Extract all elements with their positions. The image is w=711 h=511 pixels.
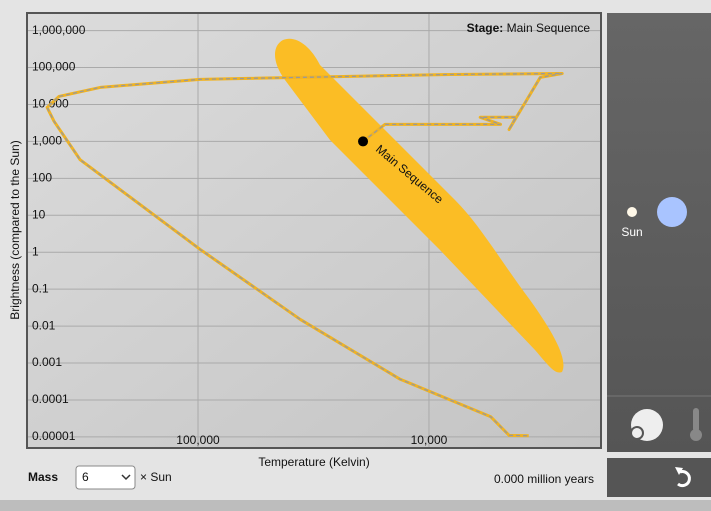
- y-tick-label: 0.001: [32, 355, 62, 369]
- plot-border: [26, 12, 602, 449]
- temperature-view-button[interactable]: [690, 408, 702, 441]
- plot: [45, 72, 564, 438]
- mass-unit: × Sun: [140, 470, 172, 484]
- y-tick-label: 0.01: [32, 318, 56, 332]
- reset-button[interactable]: [607, 458, 711, 497]
- reset-arc: [677, 470, 691, 488]
- sun-label: Sun: [621, 225, 642, 239]
- y-tick-label: 0.00001: [32, 429, 76, 443]
- mass-value[interactable]: 6: [82, 470, 89, 484]
- y-tick-label: 10: [32, 207, 46, 221]
- thermometer-bulb[interactable]: [690, 429, 702, 441]
- x-tick-label: 100,000: [176, 433, 220, 447]
- stage-value: Main Sequence: [507, 21, 591, 35]
- y-tick-label: 1,000: [32, 134, 62, 148]
- main-sequence-band: [274, 38, 564, 373]
- y-axis-label: Brightness (compared to the Sun): [8, 140, 22, 319]
- reset-button-bg[interactable]: [607, 458, 711, 497]
- track-dash: [46, 72, 563, 437]
- size-icon-small[interactable]: [630, 426, 644, 440]
- mass-select[interactable]: 6: [75, 465, 136, 490]
- reset-arrowhead: [675, 467, 683, 475]
- y-tick-label: 0.1: [32, 281, 49, 295]
- sun-icon: [627, 207, 637, 217]
- current-star: [358, 136, 369, 147]
- y-tick-label: 100: [32, 171, 52, 185]
- y-tick-label: 1: [32, 244, 39, 258]
- x-axis-label: Temperature (Kelvin): [258, 455, 369, 469]
- thermometer-stem[interactable]: [693, 408, 699, 432]
- bottom-strip: [0, 500, 711, 511]
- age: 0.000 million years: [494, 472, 594, 486]
- mass-select-box[interactable]: [75, 465, 136, 490]
- stage: Stage: Main Sequence: [467, 21, 591, 35]
- y-tick-label: 1,000,000: [32, 23, 86, 37]
- stage-label: Stage:: [467, 21, 504, 35]
- y-tick-label: 0.0001: [32, 392, 69, 406]
- star-icon: [657, 197, 687, 227]
- y-tick-label: 100,000: [32, 60, 76, 74]
- size-view-button[interactable]: [630, 409, 663, 441]
- star-panel: [607, 13, 711, 452]
- x-tick-label: 10,000: [411, 433, 448, 447]
- mass-label: Mass: [28, 470, 58, 484]
- select-arrow: [121, 474, 131, 481]
